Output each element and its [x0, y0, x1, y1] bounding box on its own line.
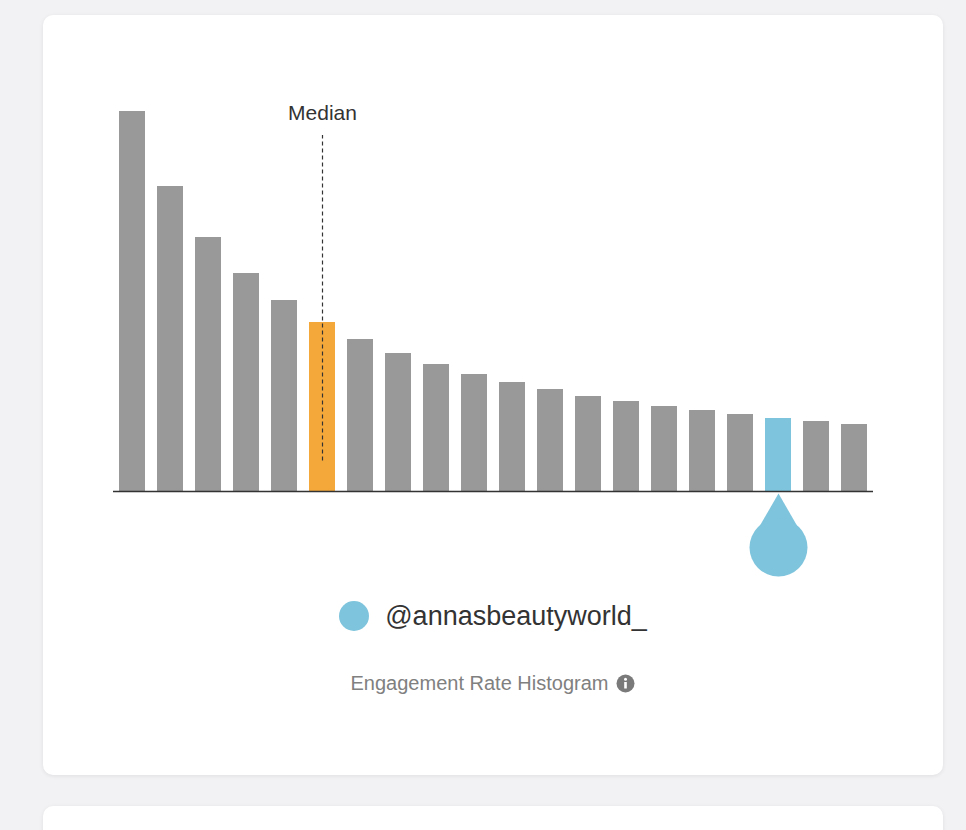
- svg-text:Median: Median: [288, 101, 357, 124]
- html-text:Engagement Rate Histogram: Engagement Rate Histogram: [350, 672, 609, 694]
- html-text:@annasbeautyworld_: @annasbeautyworld_: [385, 600, 647, 631]
